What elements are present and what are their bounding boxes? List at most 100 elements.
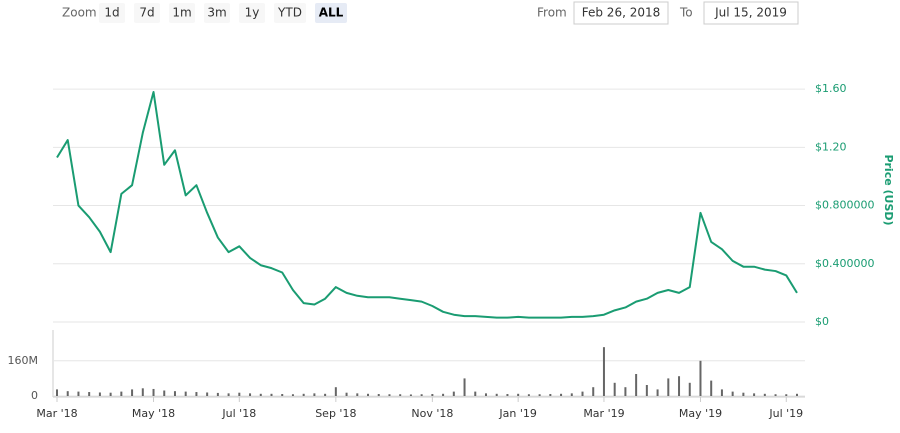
volume-bar bbox=[678, 376, 681, 396]
volume-bar bbox=[163, 390, 166, 396]
volume-bar bbox=[495, 393, 498, 396]
zoom-button[interactable] bbox=[204, 3, 230, 23]
volume-bar bbox=[420, 394, 423, 396]
zoom-button-label[interactable]: 1y bbox=[245, 6, 260, 20]
volume-bar bbox=[624, 387, 627, 396]
volume-bar bbox=[667, 378, 670, 396]
x-tick-label: Mar '19 bbox=[583, 407, 624, 420]
volume-bar bbox=[152, 388, 155, 396]
volume-bar bbox=[763, 393, 766, 396]
zoom-button[interactable] bbox=[169, 3, 195, 23]
zoom-button-label[interactable]: ALL bbox=[319, 6, 344, 20]
volume-bar bbox=[592, 387, 595, 396]
volume-bar bbox=[442, 393, 445, 396]
volume-bar bbox=[216, 392, 219, 396]
to-input[interactable] bbox=[703, 1, 799, 25]
from-label: From bbox=[537, 6, 567, 20]
x-tick-label: May '18 bbox=[132, 407, 175, 420]
volume-bar bbox=[517, 393, 520, 396]
zoom-button[interactable] bbox=[315, 3, 347, 23]
y-axis-title: Price (USD) bbox=[882, 154, 895, 225]
x-tick-label: Jul '19 bbox=[768, 407, 803, 420]
volume-bar bbox=[613, 382, 616, 396]
volume-bar bbox=[785, 394, 788, 396]
volume-bar bbox=[345, 392, 348, 396]
zoom-label: Zoom bbox=[62, 6, 97, 20]
volume-bar bbox=[120, 391, 123, 396]
from-date[interactable]: Feb 26, 2018 bbox=[582, 6, 661, 20]
volume-bar bbox=[184, 391, 187, 396]
x-tick-label: Nov '18 bbox=[411, 407, 453, 420]
x-tick-label: May '19 bbox=[679, 407, 722, 420]
volume-bar bbox=[581, 391, 584, 396]
y-tick-label: $0 bbox=[815, 315, 829, 328]
volume-bar bbox=[731, 391, 734, 396]
y-tick-label: $0.400000 bbox=[815, 257, 875, 270]
volume-bar bbox=[77, 391, 80, 396]
volume-bar bbox=[206, 392, 209, 396]
volume-bar bbox=[259, 393, 262, 396]
volume-bar bbox=[699, 360, 702, 396]
zoom-button[interactable] bbox=[99, 3, 125, 23]
volume-bar bbox=[796, 393, 798, 396]
y2-tick-label: 160M bbox=[8, 354, 39, 367]
volume-bar bbox=[688, 382, 691, 396]
volume-bar bbox=[377, 394, 380, 396]
x-tick-label: Jan '19 bbox=[498, 407, 536, 420]
zoom-button[interactable] bbox=[134, 3, 160, 23]
volume-bar bbox=[195, 392, 198, 396]
volume-bar bbox=[367, 393, 370, 396]
volume-bar bbox=[635, 374, 638, 396]
zoom-button[interactable] bbox=[274, 3, 306, 23]
volume-bar bbox=[249, 393, 252, 396]
volume-bar bbox=[409, 394, 412, 396]
volume-bar bbox=[484, 393, 487, 396]
zoom-button-label[interactable]: 7d bbox=[139, 6, 154, 20]
volume-bar bbox=[549, 394, 552, 396]
price-line bbox=[56, 91, 798, 319]
volume-bar bbox=[281, 394, 284, 396]
x-tick-label: Mar '18 bbox=[36, 407, 77, 420]
volume-bar bbox=[141, 388, 144, 396]
y-tick-label: $1.60 bbox=[815, 82, 847, 95]
volume-bar bbox=[324, 393, 327, 396]
zoom-button[interactable] bbox=[239, 3, 265, 23]
volume-bar bbox=[452, 391, 455, 396]
volume-bar bbox=[66, 391, 69, 396]
y-tick-label: $0.800000 bbox=[815, 199, 875, 212]
volume-bar bbox=[431, 394, 434, 396]
volume-bar bbox=[602, 347, 605, 396]
y-tick-label: $1.20 bbox=[815, 140, 847, 153]
volume-bar bbox=[474, 391, 477, 396]
to-date[interactable]: Jul 15, 2019 bbox=[714, 6, 787, 20]
volume-bar bbox=[227, 393, 230, 396]
zoom-button-label[interactable]: 1d bbox=[104, 6, 119, 20]
volume-bar bbox=[570, 393, 573, 396]
volume-bar bbox=[270, 393, 273, 396]
from-input[interactable] bbox=[573, 1, 669, 25]
zoom-button-label[interactable]: YTD bbox=[277, 6, 302, 20]
volume-bar bbox=[720, 389, 723, 396]
to-label: To bbox=[679, 6, 693, 20]
volume-bar bbox=[538, 394, 541, 396]
volume-bar bbox=[774, 394, 777, 396]
volume-bar bbox=[710, 380, 713, 396]
volume-bar bbox=[56, 389, 58, 396]
volume-bar bbox=[463, 378, 466, 396]
zoom-button-label[interactable]: 3m bbox=[207, 6, 226, 20]
x-tick-label: Sep '18 bbox=[315, 407, 356, 420]
volume-bar bbox=[656, 389, 659, 396]
volume-bar bbox=[302, 393, 305, 396]
volume-bar bbox=[291, 394, 294, 396]
volume-bar bbox=[356, 393, 359, 396]
volume-bar bbox=[742, 392, 745, 396]
zoom-button-label[interactable]: 1m bbox=[172, 6, 191, 20]
volume-bar bbox=[173, 391, 176, 396]
volume-bar bbox=[334, 387, 337, 396]
volume-bar bbox=[388, 394, 391, 396]
volume-bar bbox=[131, 389, 134, 396]
volume-bar bbox=[313, 393, 316, 396]
volume-bar bbox=[560, 393, 563, 396]
y2-tick-label: 0 bbox=[31, 389, 38, 402]
